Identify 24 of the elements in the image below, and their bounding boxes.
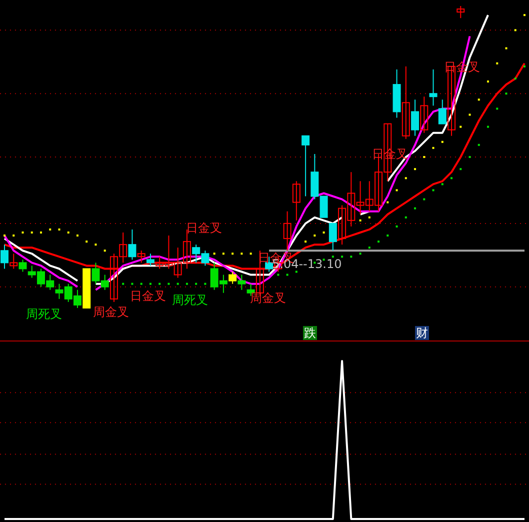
candlestick	[402, 66, 410, 140]
candlestick	[228, 271, 237, 284]
candlestick	[411, 99, 420, 136]
candlestick	[328, 222, 337, 252]
candlestick	[137, 250, 146, 264]
candlestick	[0, 244, 8, 270]
annotation: 周金叉	[93, 305, 129, 319]
annotation: 日金叉	[130, 289, 166, 303]
candlestick	[238, 274, 246, 290]
candlestick	[283, 210, 292, 252]
candlestick	[302, 135, 310, 197]
candlestick	[429, 68, 438, 106]
candlestick	[10, 253, 18, 270]
annotation: 日金叉	[186, 221, 222, 235]
annotation: 周死叉	[172, 293, 208, 307]
candlestick	[128, 228, 136, 260]
candlestick	[146, 253, 154, 266]
candlestick	[292, 180, 300, 221]
candlestick	[456, 6, 465, 19]
annotation: 周死叉	[26, 307, 62, 321]
candlestick	[420, 96, 428, 134]
candlestick	[18, 259, 27, 272]
annotation: 周金叉	[250, 291, 286, 305]
candlestick	[438, 99, 446, 124]
